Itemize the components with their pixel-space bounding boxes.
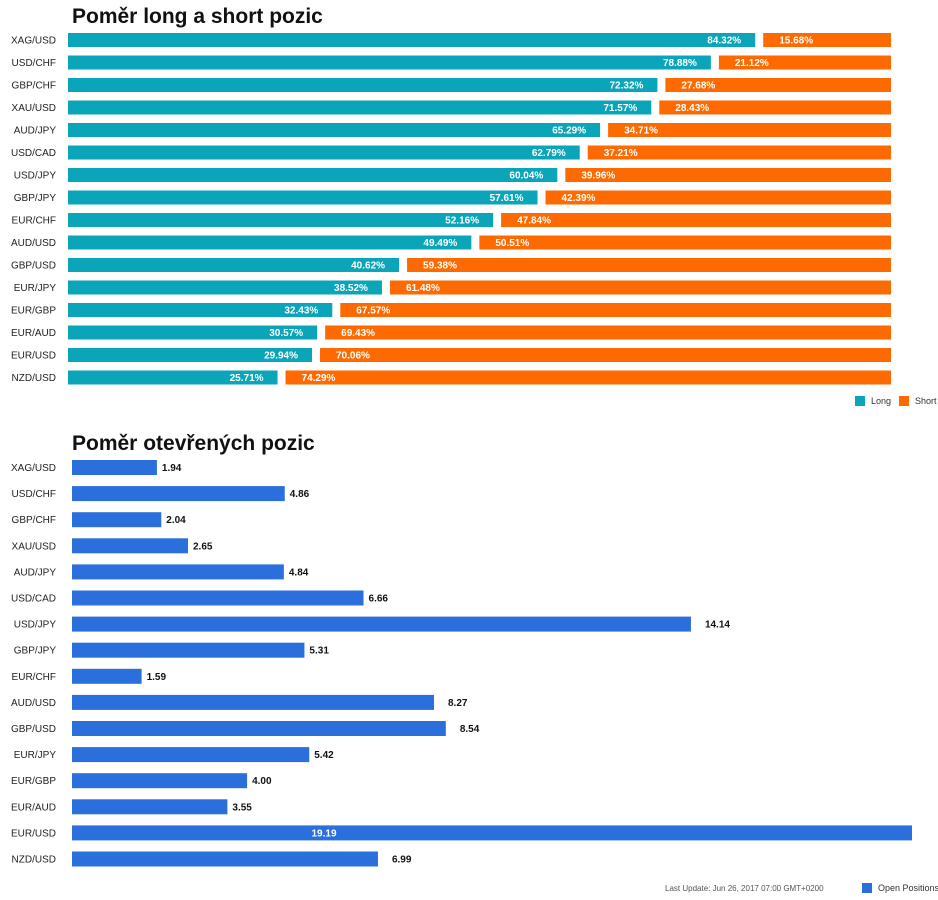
open-positions-chart: XAG/USD 1.94 USD/CHF 4.86 GBP/CHF 2.04 XAU/USD… bbox=[0, 0, 938, 900]
category-label-open-usd-chf: USD/CHF bbox=[12, 489, 56, 500]
legend-swatch-long bbox=[855, 396, 865, 406]
legend-swatch-open-positions bbox=[862, 883, 872, 893]
category-label-open-eur-aud: EUR/AUD bbox=[11, 802, 56, 813]
category-label-open-eur-usd: EUR/USD bbox=[11, 828, 56, 839]
open-positions-value-label-aud-usd: 8.27 bbox=[448, 698, 468, 709]
open-positions-bar-eur-gbp bbox=[72, 773, 247, 788]
open-positions-bar-gbp-jpy bbox=[72, 643, 304, 658]
open-positions-value-label-usd-cad: 6.66 bbox=[369, 594, 389, 605]
open-positions-bar-nzd-usd bbox=[72, 852, 378, 867]
open-positions-bar-xau-usd bbox=[72, 538, 188, 553]
category-label-open-xag-usd: XAG/USD bbox=[11, 463, 56, 474]
open-positions-value-label-usd-chf: 4.86 bbox=[290, 489, 310, 500]
open-positions-value-label-eur-aud: 3.55 bbox=[232, 802, 252, 813]
category-label-open-gbp-chf: GBP/CHF bbox=[12, 515, 56, 526]
open-positions-bar-eur-usd bbox=[72, 825, 912, 840]
open-positions-value-label-nzd-usd: 6.99 bbox=[392, 855, 412, 866]
category-label-open-gbp-jpy: GBP/JPY bbox=[14, 646, 57, 657]
category-label-open-gbp-usd: GBP/USD bbox=[11, 724, 56, 735]
open-positions-value-label-gbp-chf: 2.04 bbox=[166, 515, 186, 526]
open-positions-value-label-gbp-jpy: 5.31 bbox=[309, 646, 329, 657]
open-positions-value-label-xag-usd: 1.94 bbox=[162, 463, 182, 474]
category-label-open-eur-chf: EUR/CHF bbox=[12, 672, 56, 683]
open-positions-value-label-usd-jpy: 14.14 bbox=[705, 620, 730, 631]
category-label-open-usd-jpy: USD/JPY bbox=[14, 620, 57, 631]
legend-label-open-positions: Open Positions bbox=[878, 883, 938, 893]
legend-label-long: Long bbox=[871, 396, 891, 406]
open-positions-bar-eur-aud bbox=[72, 799, 227, 814]
open-positions-value-label-eur-gbp: 4.00 bbox=[252, 776, 272, 787]
category-label-open-aud-jpy: AUD/JPY bbox=[14, 567, 57, 578]
open-positions-value-label-xau-usd: 2.65 bbox=[193, 541, 213, 552]
open-positions-bar-gbp-chf bbox=[72, 512, 161, 527]
open-positions-bar-eur-chf bbox=[72, 669, 142, 684]
legend-item-short: Short bbox=[899, 396, 937, 406]
open-positions-bar-aud-usd bbox=[72, 695, 434, 710]
open-positions-value-label-eur-usd: 19.19 bbox=[311, 828, 336, 839]
open-positions-legend: Open Positions bbox=[862, 883, 938, 893]
category-label-open-nzd-usd: NZD/USD bbox=[12, 855, 56, 866]
long-short-legend: Long Short bbox=[855, 396, 937, 406]
open-positions-bar-gbp-usd bbox=[72, 721, 446, 736]
open-positions-value-label-eur-chf: 1.59 bbox=[147, 672, 167, 683]
category-label-open-eur-jpy: EUR/JPY bbox=[14, 750, 57, 761]
open-positions-bar-usd-chf bbox=[72, 486, 285, 501]
open-positions-bar-usd-jpy bbox=[72, 617, 691, 632]
last-update-text: Last Update: Jun 26, 2017 07:00 GMT+0200 bbox=[665, 884, 824, 893]
open-positions-bar-eur-jpy bbox=[72, 747, 309, 762]
legend-swatch-short bbox=[899, 396, 909, 406]
category-label-open-xau-usd: XAU/USD bbox=[12, 541, 56, 552]
category-label-open-aud-usd: AUD/USD bbox=[11, 698, 56, 709]
legend-label-short: Short bbox=[915, 396, 937, 406]
open-positions-value-label-gbp-usd: 8.54 bbox=[460, 724, 480, 735]
category-label-open-usd-cad: USD/CAD bbox=[11, 594, 56, 605]
open-positions-value-label-aud-jpy: 4.84 bbox=[289, 567, 309, 578]
open-positions-bar-xag-usd bbox=[72, 460, 157, 475]
category-label-open-eur-gbp: EUR/GBP bbox=[11, 776, 56, 787]
open-positions-bar-aud-jpy bbox=[72, 564, 284, 579]
legend-item-long: Long bbox=[855, 396, 891, 406]
open-positions-value-label-eur-jpy: 5.42 bbox=[314, 750, 334, 761]
open-positions-bar-usd-cad bbox=[72, 591, 364, 606]
